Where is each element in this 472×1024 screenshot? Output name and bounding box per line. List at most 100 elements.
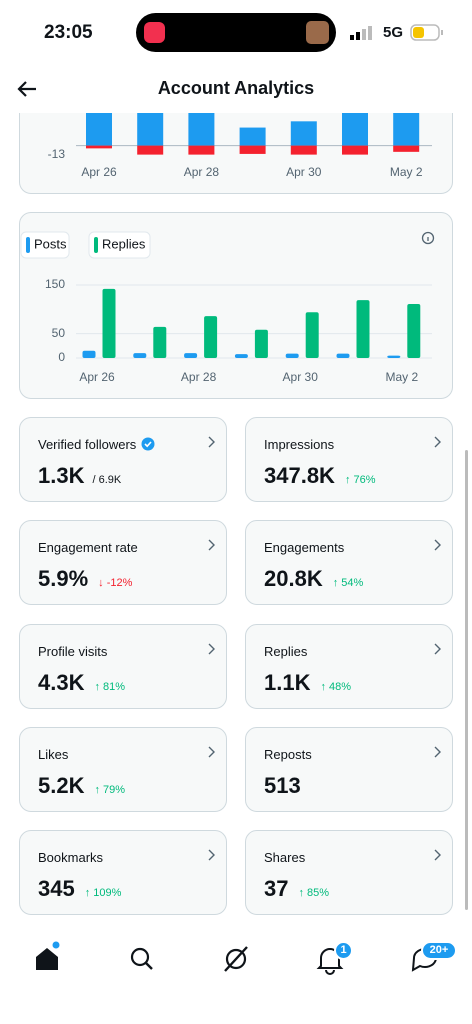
metric-value-text: 345 — [38, 876, 75, 902]
metric-value: 20.8K ↑ 54% — [264, 566, 363, 592]
bar — [239, 145, 266, 154]
chevron-path — [208, 746, 215, 758]
verified-badge — [141, 437, 155, 451]
metric-value: 1.1K ↑ 48% — [264, 670, 351, 696]
dynamic-island — [136, 13, 336, 52]
battery-icon — [410, 24, 443, 41]
search-handle — [145, 962, 153, 970]
bar — [393, 145, 420, 152]
chevron-path — [434, 436, 441, 448]
header-bar: 23:05 5G Account Analytics — [0, 0, 472, 113]
grok-tab[interactable] — [225, 948, 247, 970]
metric-label-text: Likes — [38, 746, 69, 762]
metric-card[interactable]: Replies 1.1K ↑ 48% — [245, 623, 453, 709]
metric-label: Profile visits — [38, 644, 107, 659]
metric-change: ↓ -12% — [98, 577, 133, 590]
chevron-path — [434, 746, 441, 758]
legend-swatch — [94, 237, 98, 253]
metric-card[interactable]: Engagement rate 5.9% ↓ -12% — [19, 520, 227, 606]
search-tab[interactable] — [130, 947, 150, 967]
chevron — [208, 746, 215, 758]
bar — [204, 316, 218, 358]
bar — [393, 113, 420, 146]
metric-card[interactable]: Reposts 513 — [245, 726, 453, 812]
metric-label: Bookmarks — [38, 850, 103, 865]
chevron-path — [208, 539, 215, 551]
bar — [86, 145, 112, 149]
bar — [290, 145, 317, 155]
metric-label: Engagement rate — [38, 540, 138, 555]
metric-label-text: Engagements — [264, 540, 345, 556]
metric-label-text: Engagement rate — [38, 540, 138, 556]
metric-value-text: 347.8K — [264, 463, 335, 488]
x-tick-label: Apr 26 — [79, 370, 115, 384]
y-tick-label: 50 — [52, 326, 66, 340]
chevron — [434, 849, 441, 861]
home-tab[interactable] — [36, 948, 58, 970]
chevron-path — [434, 643, 441, 655]
bar — [254, 329, 268, 358]
bar — [407, 303, 421, 358]
metric-card[interactable]: Impressions 347.8K ↑ 76% — [245, 417, 453, 502]
legend-chip — [88, 231, 151, 259]
metric-card[interactable]: Verified followers 1.3K / 6.9K — [19, 417, 227, 502]
metric-change: ↑ 109% — [84, 887, 122, 900]
metric-value: 347.8K ↑ 76% — [264, 463, 376, 489]
metric-label: Engagements — [264, 540, 344, 555]
chart: -13 Apr 26 Apr 28 Apr 30 May 2 — [48, 113, 432, 179]
avatar — [306, 21, 329, 44]
metric-value: 37 ↑ 85% — [264, 876, 329, 902]
y-tick-label: -13 — [48, 147, 66, 161]
bar — [184, 353, 198, 358]
grok-slash — [224, 946, 248, 972]
chevron — [434, 643, 441, 655]
notifications-tab[interactable] — [316, 948, 344, 975]
chevron — [208, 849, 215, 861]
bar — [188, 113, 215, 146]
x-tick-label: Apr 30 — [283, 370, 319, 384]
metric-label-text: Reposts — [264, 746, 312, 762]
chevron-path — [434, 849, 441, 861]
messages-badge: 20+ — [421, 941, 457, 960]
metric-value: 5.9% ↓ -12% — [38, 566, 132, 592]
metric-label: Impressions — [264, 437, 334, 452]
app-icon — [144, 22, 165, 43]
scrollbar — [465, 450, 468, 910]
metric-card[interactable]: Likes 5.2K ↑ 79% — [19, 726, 227, 812]
bar — [336, 353, 350, 358]
metric-label: Shares — [264, 850, 305, 865]
metric-card[interactable]: Profile visits 4.3K ↑ 81% — [19, 623, 227, 709]
notifications-badge: 1 — [334, 941, 353, 960]
chevron — [434, 436, 441, 448]
bar — [356, 300, 370, 358]
y-tick-label: 150 — [45, 277, 65, 291]
legend-chip — [20, 231, 70, 259]
x-tick-label: Apr 30 — [286, 165, 322, 179]
chevron — [208, 436, 215, 448]
bottom-nav — [36, 941, 437, 975]
metric-change: ↑ 76% — [344, 474, 376, 486]
metric-value: 345 ↑ 109% — [38, 876, 121, 902]
bar — [82, 350, 96, 358]
bar — [285, 353, 299, 358]
metric-value-text: 5.2K — [38, 772, 85, 798]
bar — [153, 326, 167, 358]
chevron-path — [208, 849, 215, 861]
metric-change: ↑ 79% — [94, 783, 126, 796]
chevron — [208, 539, 215, 551]
bar — [342, 145, 368, 155]
bar — [342, 113, 368, 146]
legend-label: Replies — [102, 236, 146, 251]
metric-value-text: 4.3K — [38, 669, 85, 695]
metric-label: Likes — [38, 747, 68, 762]
metric-value-text: 1.1K — [264, 669, 311, 695]
info-icon[interactable] — [421, 231, 435, 245]
bar — [290, 121, 317, 146]
metric-card[interactable]: Engagements 20.8K ↑ 54% — [245, 520, 453, 606]
metric-card[interactable]: Shares 37 ↑ 85% — [245, 830, 453, 916]
metric-label: Verified followers — [38, 437, 155, 452]
back-button[interactable] — [16, 79, 38, 99]
x-tick-label: Apr 28 — [181, 370, 217, 384]
metric-card[interactable]: Bookmarks 345 ↑ 109% — [19, 830, 227, 916]
